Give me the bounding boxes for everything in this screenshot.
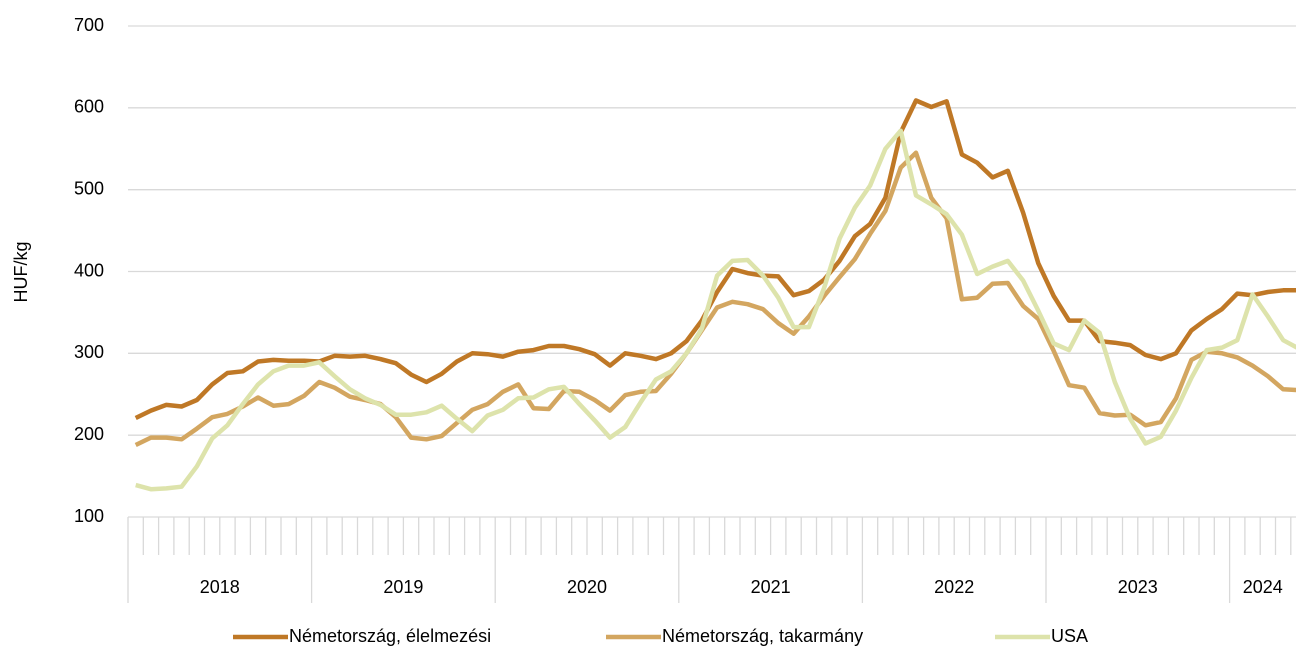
legend-label: Németország, takarmány [662, 626, 863, 646]
x-group-label: 2023 [1118, 577, 1158, 597]
y-tick-label: 400 [74, 260, 104, 280]
y-tick-label: 100 [74, 506, 104, 526]
legend-label: Németország, élelmezési [289, 626, 491, 646]
x-group-label: 2021 [751, 577, 791, 597]
y-tick-label: 700 [74, 15, 104, 35]
series-line [134, 98, 1296, 421]
x-group-label: 2019 [383, 577, 423, 597]
x-group-label: 2022 [934, 577, 974, 597]
x-group-label: 2020 [567, 577, 607, 597]
y-axis-label: HUF/kg [11, 241, 31, 302]
y-tick-label: 200 [74, 424, 104, 444]
y-tick-label: 300 [74, 342, 104, 362]
legend-label: USA [1051, 626, 1088, 646]
x-group-label: 2018 [200, 577, 240, 597]
y-tick-label: 600 [74, 97, 104, 117]
series-line [135, 128, 1296, 492]
x-group-label: 2024 [1243, 577, 1283, 597]
y-tick-label: 500 [74, 178, 104, 198]
series-line [134, 150, 1296, 448]
